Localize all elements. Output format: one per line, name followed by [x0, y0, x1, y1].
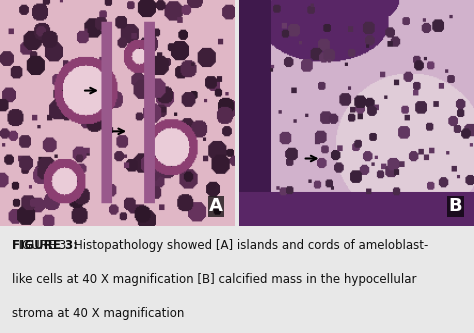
Text: FIGURE 3: Histopathology showed [A] islands and cords of ameloblast-: FIGURE 3: Histopathology showed [A] isla…: [12, 239, 428, 252]
Text: A: A: [209, 197, 223, 215]
Text: stroma at 40 X magnification: stroma at 40 X magnification: [12, 307, 184, 320]
Text: FIGURE 3:: FIGURE 3:: [12, 239, 82, 252]
Text: like cells at 40 X magnification [B] calcified mass in the hypocellular: like cells at 40 X magnification [B] cal…: [12, 273, 416, 286]
Text: B: B: [449, 197, 462, 215]
